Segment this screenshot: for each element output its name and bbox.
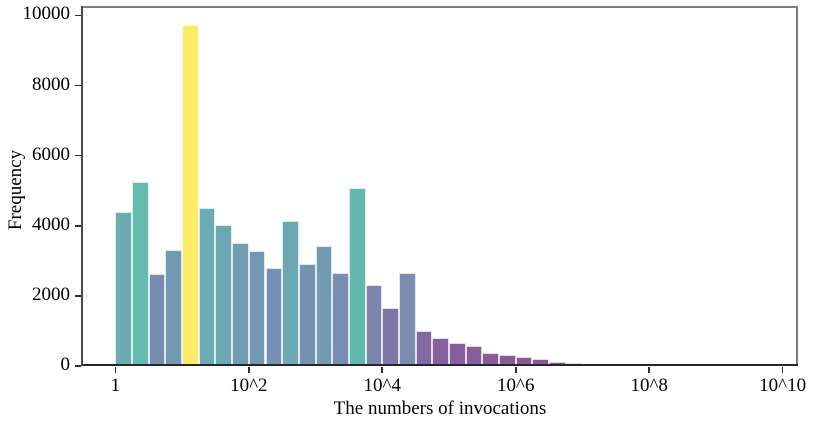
y-tick-mark <box>75 224 81 227</box>
plot-border-right <box>796 6 798 366</box>
histogram-bar <box>398 273 416 366</box>
histogram-bar <box>132 181 149 366</box>
histogram-bar <box>148 274 166 366</box>
plot-border-top <box>82 6 798 8</box>
y-tick-label: 10000 <box>22 3 71 25</box>
histogram-bar <box>482 353 500 366</box>
y-tick-label: 8000 <box>32 73 70 95</box>
histogram-bar <box>465 346 483 366</box>
y-axis-line <box>81 6 83 366</box>
histogram-bar <box>198 207 216 366</box>
y-tick-label: 0 <box>60 354 71 376</box>
x-tick-mark <box>381 367 384 373</box>
histogram-bar <box>415 330 433 366</box>
histogram-bar <box>248 251 266 366</box>
y-tick-mark <box>75 365 81 367</box>
y-tick-label: 4000 <box>32 213 70 235</box>
histogram-bar <box>115 211 133 366</box>
histogram-bar <box>315 246 333 366</box>
y-axis-title: Frequency <box>5 149 26 231</box>
histogram-bar <box>165 249 183 366</box>
histogram-bar <box>265 267 283 366</box>
y-tick-label: 6000 <box>32 143 70 165</box>
x-tick-label: 10^8 <box>630 375 668 396</box>
histogram-bar <box>348 187 366 366</box>
x-axis-line <box>82 364 798 366</box>
x-tick-mark <box>248 367 250 373</box>
histogram-bar <box>515 356 533 366</box>
histogram-bar <box>382 307 399 366</box>
histogram-bar <box>549 361 566 366</box>
histogram-bar <box>499 355 516 366</box>
y-tick-label: 2000 <box>32 283 70 305</box>
x-tick-label: 10^2 <box>230 375 268 396</box>
y-tick-mark <box>75 84 81 87</box>
x-tick-mark <box>114 367 117 373</box>
plot-area: 0 2000 4000 6000 8000 10000 1 10^2 10^4 10^6 10^8… <box>23 4 807 396</box>
histogram-bar <box>215 225 233 366</box>
histogram-bar <box>365 285 383 366</box>
histogram-bar <box>282 221 299 366</box>
histogram-bar <box>182 24 199 366</box>
y-tick-mark <box>75 295 81 297</box>
y-tick-mark <box>75 14 81 17</box>
x-tick-mark <box>514 367 517 373</box>
x-tick-label: 10^10 <box>759 375 807 396</box>
x-tick-label: 1 <box>110 375 121 396</box>
histogram-bar <box>232 243 249 366</box>
y-tick-mark <box>75 154 81 157</box>
x-axis-title: The numbers of invocations <box>333 398 547 419</box>
histogram-bar <box>449 342 466 366</box>
x-tick-label: 10^6 <box>497 375 535 396</box>
x-tick-label: 10^4 <box>363 375 401 396</box>
histogram-bar <box>532 359 550 366</box>
x-tick-mark <box>781 367 784 373</box>
x-tick-mark <box>648 367 650 373</box>
histogram-bar <box>432 337 449 366</box>
histogram-bar <box>332 272 349 366</box>
histogram-bar <box>298 264 316 366</box>
